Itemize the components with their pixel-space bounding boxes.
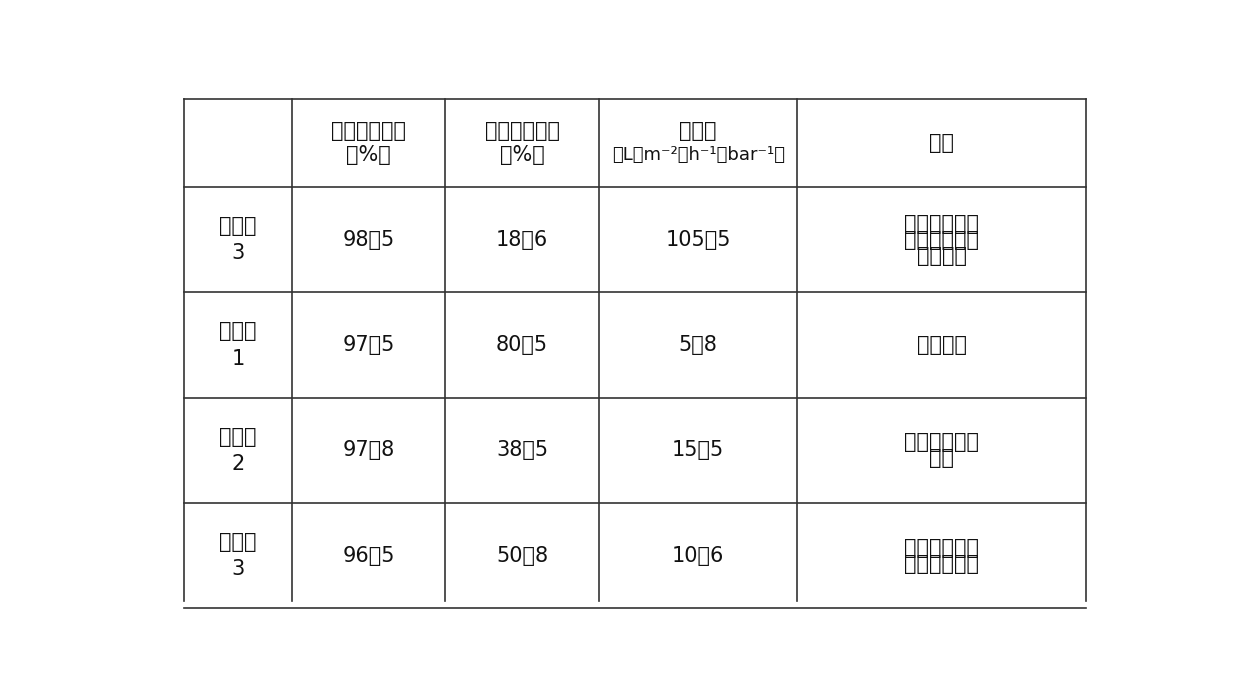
Text: 聚酰胺膜: 聚酰胺膜 (917, 245, 966, 265)
Text: 80．5: 80．5 (496, 335, 548, 355)
Text: 1: 1 (232, 349, 244, 369)
Text: 对比例: 对比例 (219, 532, 256, 552)
Text: 纳米粒子杂化: 纳米粒子杂化 (904, 229, 979, 249)
Text: 5．8: 5．8 (679, 335, 717, 355)
Text: 18．6: 18．6 (496, 229, 549, 249)
Text: 98．5: 98．5 (343, 229, 395, 249)
Text: 刚果红截留率: 刚果红截留率 (331, 121, 406, 141)
Text: 10．6: 10．6 (672, 545, 725, 565)
Text: 105．5: 105．5 (665, 229, 731, 249)
Text: 备注: 备注 (929, 133, 954, 153)
Text: 对比例: 对比例 (219, 322, 256, 341)
Text: 含多巴胺纳米: 含多巴胺纳米 (904, 538, 979, 558)
Text: 水通量: 水通量 (679, 121, 717, 141)
Text: 38．5: 38．5 (496, 440, 548, 460)
Text: （L．m⁻²．h⁻¹．bar⁻¹）: （L．m⁻²．h⁻¹．bar⁻¹） (612, 146, 784, 164)
Text: 粒子聚酰胺膜: 粒子聚酰胺膜 (904, 554, 979, 574)
Text: （%）: （%） (347, 145, 392, 165)
Text: 实施例: 实施例 (219, 216, 256, 236)
Text: 50．8: 50．8 (496, 545, 548, 565)
Text: 97．5: 97．5 (342, 335, 395, 355)
Text: 对比例: 对比例 (219, 427, 256, 446)
Text: 3: 3 (232, 243, 244, 263)
Text: 胺膜: 胺膜 (929, 448, 954, 468)
Text: 碱性蓝截留率: 碱性蓝截留率 (484, 121, 560, 141)
Text: （%）: （%） (499, 145, 544, 165)
Text: 96．5: 96．5 (342, 545, 395, 565)
Text: 15．5: 15．5 (672, 440, 725, 460)
Text: 2: 2 (232, 454, 244, 474)
Text: 3: 3 (232, 559, 244, 579)
Text: 含锌离子聚酰: 含锌离子聚酰 (904, 432, 979, 453)
Text: 含锌配位有机: 含锌配位有机 (904, 213, 979, 234)
Text: 97．8: 97．8 (343, 440, 395, 460)
Text: 聚酰胺膜: 聚酰胺膜 (917, 335, 966, 355)
